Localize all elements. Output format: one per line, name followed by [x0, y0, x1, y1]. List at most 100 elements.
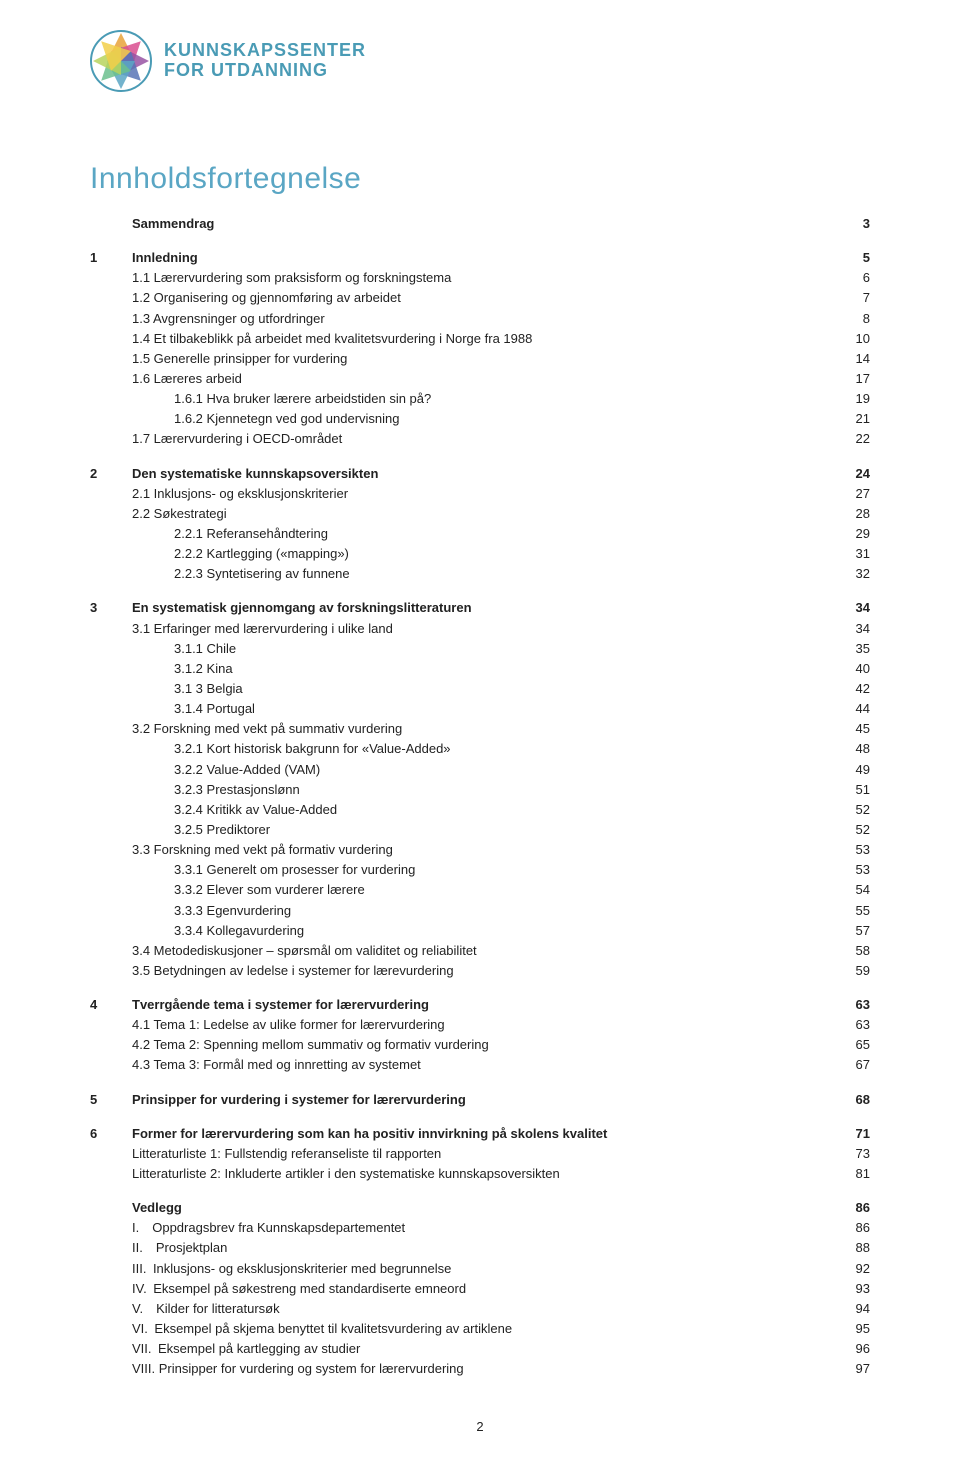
toc-entry-page: 49 — [840, 760, 870, 780]
toc-entry-number: 4 — [90, 995, 132, 1015]
toc-entry-page: 40 — [840, 659, 870, 679]
toc-entry-label: 3.3.2 Elever som vurderer lærere — [90, 880, 365, 900]
toc-entry-text: 1.3 Avgrensninger og utfordringer — [132, 309, 325, 329]
toc-entry: VI. Eksempel på skjema benyttet til kval… — [90, 1319, 870, 1339]
toc-entry-label: 2Den systematiske kunnskapsoversikten — [90, 464, 378, 484]
toc-entry-label: 3.1.1 Chile — [90, 639, 236, 659]
toc-entry-page: 10 — [840, 329, 870, 349]
table-of-contents: Sammendrag31Innledning51.1 Lærervurderin… — [90, 214, 870, 1379]
toc-entry-page: 29 — [840, 524, 870, 544]
toc-entry-page: 17 — [840, 369, 870, 389]
toc-entry-page: 24 — [840, 464, 870, 484]
toc-entry: 4.1 Tema 1: Ledelse av ulike former for … — [90, 1015, 870, 1035]
toc-entry-page: 57 — [840, 921, 870, 941]
toc-entry: 4.2 Tema 2: Spenning mellom summativ og … — [90, 1035, 870, 1055]
toc-entry-text: 3.3.1 Generelt om prosesser for vurderin… — [174, 860, 415, 880]
toc-entry-label: 5Prinsipper for vurdering i systemer for… — [90, 1090, 466, 1110]
toc-entry-text: V. Kilder for litteratursøk — [132, 1299, 280, 1319]
toc-entry-page: 96 — [840, 1339, 870, 1359]
toc-entry: 3.1.2 Kina 40 — [90, 659, 870, 679]
toc-entry-text: Den systematiske kunnskapsoversikten — [132, 464, 378, 484]
toc-entry-text: 3.2.2 Value-Added (VAM) — [174, 760, 320, 780]
toc-entry-page: 14 — [840, 349, 870, 369]
toc-entry-label: IV. Eksempel på søkestreng med standardi… — [90, 1279, 466, 1299]
toc-entry-text: 3.1.2 Kina — [174, 659, 233, 679]
toc-entry-label: 3.2.1 Kort historisk bakgrunn for «Value… — [90, 739, 451, 759]
toc-entry-label: 3.3.1 Generelt om prosesser for vurderin… — [90, 860, 415, 880]
toc-entry-label: 1.7 Lærervurdering i OECD-området — [90, 429, 342, 449]
toc-entry-text: 3.1 Erfaringer med lærervurdering i ulik… — [132, 619, 393, 639]
toc-entry: 3.1.4 Portugal 44 — [90, 699, 870, 719]
toc-entry-text: Tverrgående tema i systemer for lærervur… — [132, 995, 429, 1015]
brand-line-2: FOR UTDANNING — [164, 61, 366, 81]
toc-entry-page: 42 — [840, 679, 870, 699]
toc-entry-text: 3.2.4 Kritikk av Value-Added — [174, 800, 337, 820]
toc-entry-page: 34 — [840, 619, 870, 639]
toc-entry-text: 1.2 Organisering og gjennomføring av arb… — [132, 288, 401, 308]
toc-entry-page: 55 — [840, 901, 870, 921]
toc-entry: 3.3 Forskning med vekt på formativ vurde… — [90, 840, 870, 860]
toc-entry: 3.2.3 Prestasjonslønn51 — [90, 780, 870, 800]
toc-entry-page: 44 — [840, 699, 870, 719]
toc-entry: 3.2.1 Kort historisk bakgrunn for «Value… — [90, 739, 870, 759]
toc-entry: Sammendrag 3 — [90, 214, 870, 234]
toc-entry-label: 3.1.4 Portugal — [90, 699, 255, 719]
toc-entry: 1.3 Avgrensninger og utfordringer8 — [90, 309, 870, 329]
toc-entry-text: Prinsipper for vurdering i systemer for … — [132, 1090, 466, 1110]
toc-entry-label: 4.3 Tema 3: Formål med og innretting av … — [90, 1055, 421, 1075]
toc-entry-label: 3.1 3 Belgia — [90, 679, 243, 699]
toc-entry-label: 3.5 Betydningen av ledelse i systemer fo… — [90, 961, 454, 981]
toc-entry-text: VII. Eksempel på kartlegging av studier — [132, 1339, 360, 1359]
toc-entry-text: 2.2.1 Referansehåndtering — [174, 524, 328, 544]
toc-entry-page: 31 — [840, 544, 870, 564]
toc-entry-text: 2.1 Inklusjons- og eksklusjonskriterier — [132, 484, 348, 504]
toc-entry-page: 53 — [840, 860, 870, 880]
toc-entry-text: 2.2.3 Syntetisering av funnene — [174, 564, 350, 584]
toc-entry-page: 52 — [840, 800, 870, 820]
toc-entry-page: 73 — [840, 1144, 870, 1164]
toc-entry: 2Den systematiske kunnskapsoversikten 24 — [90, 464, 870, 484]
toc-entry-label: 1Innledning — [90, 248, 198, 268]
toc-entry-number: 3 — [90, 598, 132, 618]
toc-entry: 2.2.1 Referansehåndtering 29 — [90, 524, 870, 544]
toc-entry-label: 2.2.1 Referansehåndtering — [90, 524, 328, 544]
toc-entry-text: 3.2.3 Prestasjonslønn — [174, 780, 300, 800]
toc-entry-text: 3.1.4 Portugal — [174, 699, 255, 719]
toc-entry: VII. Eksempel på kartlegging av studier 9… — [90, 1339, 870, 1359]
toc-entry-label: 4Tverrgående tema i systemer for lærervu… — [90, 995, 429, 1015]
toc-entry-page: 34 — [840, 598, 870, 618]
toc-entry-text: IV. Eksempel på søkestreng med standardi… — [132, 1279, 466, 1299]
toc-entry-text: 4.2 Tema 2: Spenning mellom summativ og … — [132, 1035, 489, 1055]
toc-entry-page: 32 — [840, 564, 870, 584]
toc-entry-text: 3.2.1 Kort historisk bakgrunn for «Value… — [174, 739, 451, 759]
toc-entry-label: 3.1.2 Kina — [90, 659, 233, 679]
toc-entry-label: 3.2.2 Value-Added (VAM) — [90, 760, 320, 780]
toc-entry: IV. Eksempel på søkestreng med standardi… — [90, 1279, 870, 1299]
toc-entry: 4.3 Tema 3: Formål med og innretting av … — [90, 1055, 870, 1075]
toc-entry-page: 68 — [840, 1090, 870, 1110]
toc-entry-page: 3 — [840, 214, 870, 234]
toc-entry-label: V. Kilder for litteratursøk — [90, 1299, 280, 1319]
toc-entry-label: 1.2 Organisering og gjennomføring av arb… — [90, 288, 401, 308]
toc-entry-number: 2 — [90, 464, 132, 484]
toc-entry: 1.4 Et tilbakeblikk på arbeidet med kval… — [90, 329, 870, 349]
toc-entry-text: Sammendrag — [132, 214, 214, 234]
toc-entry-label: 2.1 Inklusjons- og eksklusjonskriterier — [90, 484, 348, 504]
toc-entry: 1.5 Generelle prinsipper for vurdering 14 — [90, 349, 870, 369]
toc-entry: 3.2.4 Kritikk av Value-Added 52 — [90, 800, 870, 820]
toc-entry-text: 2.2 Søkestrategi — [132, 504, 227, 524]
toc-entry-label: 3.3 Forskning med vekt på formativ vurde… — [90, 840, 393, 860]
toc-entry-number: 6 — [90, 1124, 132, 1144]
toc-entry-text: VI. Eksempel på skjema benyttet til kval… — [132, 1319, 512, 1339]
footer-page-number: 2 — [90, 1419, 870, 1434]
toc-entry-page: 88 — [840, 1238, 870, 1258]
toc-entry-page: 22 — [840, 429, 870, 449]
toc-entry-text: 4.3 Tema 3: Formål med og innretting av … — [132, 1055, 421, 1075]
toc-entry: II. Prosjektplan88 — [90, 1238, 870, 1258]
toc-entry: 3.3.3 Egenvurdering55 — [90, 901, 870, 921]
toc-entry-text: 3.4 Metodediskusjoner – spørsmål om vali… — [132, 941, 477, 961]
toc-entry-page: 48 — [840, 739, 870, 759]
toc-entry-text: III. Inklusjons- og eksklusjonskriterier… — [132, 1259, 451, 1279]
toc-entry-label: 1.5 Generelle prinsipper for vurdering — [90, 349, 347, 369]
toc-entry-label: Sammendrag — [90, 214, 214, 234]
